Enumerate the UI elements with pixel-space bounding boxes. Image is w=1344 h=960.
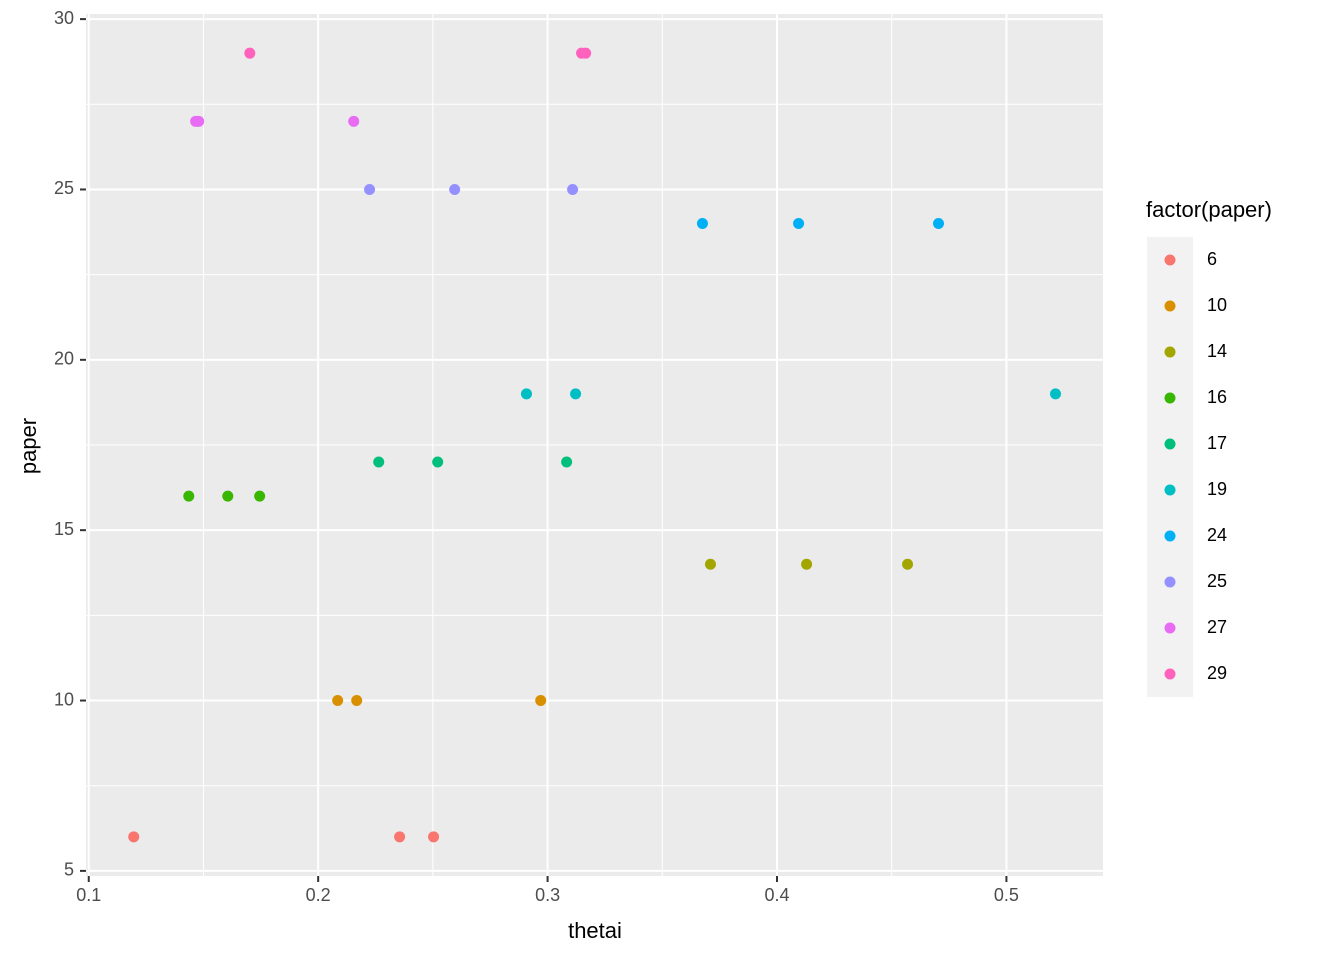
point: [535, 695, 547, 707]
y-tick-label: 20: [54, 349, 74, 369]
point: [394, 831, 406, 843]
point: [373, 456, 385, 468]
point: [222, 490, 234, 502]
x-axis-title: thetai: [568, 918, 622, 943]
legend-label: 17: [1207, 433, 1227, 453]
point: [244, 47, 256, 59]
x-tick-label: 0.4: [764, 885, 789, 905]
legend-key: [1164, 346, 1176, 358]
legend-key: [1164, 530, 1176, 542]
point: [580, 47, 592, 59]
legend-label: 29: [1207, 663, 1227, 683]
legend-label: 19: [1207, 479, 1227, 499]
points: [128, 47, 1062, 843]
point: [332, 695, 344, 707]
grid: [86, 14, 1103, 876]
x-tick-label: 0.5: [994, 885, 1019, 905]
point: [570, 388, 582, 400]
y-tick-label: 25: [54, 178, 74, 198]
point: [193, 115, 205, 127]
y-axis-title: paper: [16, 418, 41, 474]
legend-key: [1164, 392, 1176, 404]
point: [696, 218, 708, 230]
point: [183, 490, 195, 502]
legend-key: [1164, 484, 1176, 496]
legend-label: 10: [1207, 295, 1227, 315]
legend-key: [1164, 254, 1176, 266]
legend-keys: [1147, 237, 1193, 697]
legend-label: 14: [1207, 341, 1227, 361]
point: [567, 183, 579, 195]
legend-key: [1164, 668, 1176, 680]
y-tick-label: 5: [64, 860, 74, 880]
point: [561, 456, 573, 468]
x-tick-label: 0.3: [535, 885, 560, 905]
point: [432, 456, 444, 468]
point: [1050, 388, 1062, 400]
legend-label: 25: [1207, 571, 1227, 591]
y-tick-label: 30: [54, 8, 74, 28]
legend-key: [1164, 576, 1176, 588]
legend-label: 27: [1207, 617, 1227, 637]
legend-key: [1164, 622, 1176, 634]
point: [801, 558, 813, 570]
legend-title: factor(paper): [1146, 197, 1272, 222]
point: [793, 218, 805, 230]
legend-label: 16: [1207, 387, 1227, 407]
point: [128, 831, 140, 843]
legend-key: [1164, 438, 1176, 450]
x-tick-label: 0.1: [76, 885, 101, 905]
point: [449, 183, 461, 195]
point: [364, 183, 376, 195]
legend-label: 6: [1207, 249, 1217, 269]
y-tick-label: 10: [54, 689, 74, 709]
point: [704, 558, 716, 570]
point: [254, 490, 266, 502]
point: [902, 558, 914, 570]
point: [933, 218, 945, 230]
y-tick-label: 15: [54, 519, 74, 539]
legend-key: [1164, 300, 1176, 312]
point: [428, 831, 440, 843]
legend-label: 24: [1207, 525, 1227, 545]
x-tick-label: 0.2: [306, 885, 331, 905]
point: [520, 388, 532, 400]
point: [348, 115, 360, 127]
point: [351, 695, 363, 707]
